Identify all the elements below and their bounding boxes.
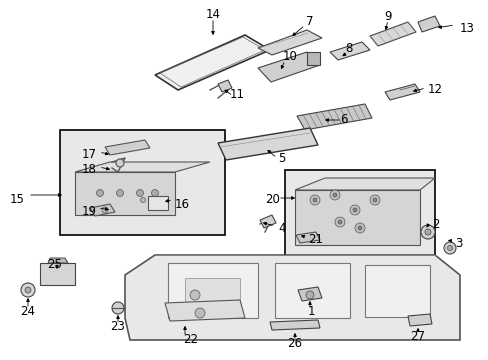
Polygon shape <box>407 314 431 326</box>
Bar <box>168 263 258 318</box>
Circle shape <box>372 198 376 202</box>
Circle shape <box>334 217 345 227</box>
Circle shape <box>21 283 35 297</box>
Text: 24: 24 <box>20 305 36 318</box>
Circle shape <box>190 290 200 300</box>
Circle shape <box>305 291 313 299</box>
Bar <box>274 263 349 318</box>
Circle shape <box>102 207 108 213</box>
Circle shape <box>443 242 455 254</box>
Polygon shape <box>260 215 275 228</box>
Circle shape <box>352 208 356 212</box>
Polygon shape <box>75 172 175 215</box>
Text: 9: 9 <box>384 10 391 23</box>
Bar <box>40 263 75 285</box>
Polygon shape <box>125 255 459 340</box>
Text: 12: 12 <box>427 83 442 96</box>
Polygon shape <box>48 258 68 263</box>
Text: 18: 18 <box>82 163 97 176</box>
Circle shape <box>420 225 434 239</box>
Text: 21: 21 <box>307 233 323 246</box>
Polygon shape <box>218 80 231 92</box>
Bar <box>285 170 434 260</box>
Circle shape <box>447 246 451 251</box>
Polygon shape <box>90 204 115 216</box>
Polygon shape <box>296 104 371 130</box>
Polygon shape <box>258 30 321 55</box>
Text: 1: 1 <box>307 305 315 318</box>
Text: 5: 5 <box>278 152 285 165</box>
Text: 27: 27 <box>409 330 425 343</box>
Text: 26: 26 <box>287 337 302 350</box>
Polygon shape <box>164 300 244 321</box>
Text: 11: 11 <box>229 88 244 101</box>
Circle shape <box>349 205 359 215</box>
Text: 23: 23 <box>110 320 125 333</box>
Circle shape <box>112 302 124 314</box>
Text: 4: 4 <box>278 222 285 235</box>
Text: 16: 16 <box>175 198 190 211</box>
Circle shape <box>337 220 341 224</box>
Circle shape <box>309 195 319 205</box>
Circle shape <box>96 189 103 197</box>
Text: 13: 13 <box>459 22 474 35</box>
Polygon shape <box>294 190 419 245</box>
Text: 20: 20 <box>264 193 280 206</box>
Text: 25: 25 <box>47 258 62 271</box>
Circle shape <box>195 308 204 318</box>
Text: 2: 2 <box>431 218 439 231</box>
Text: 22: 22 <box>183 333 198 346</box>
Circle shape <box>357 226 361 230</box>
Circle shape <box>116 189 123 197</box>
Polygon shape <box>218 128 317 160</box>
Polygon shape <box>294 178 434 190</box>
Polygon shape <box>155 35 269 90</box>
Polygon shape <box>369 22 415 46</box>
Circle shape <box>151 189 158 197</box>
Polygon shape <box>306 52 319 65</box>
Bar <box>148 196 168 210</box>
Bar <box>184 278 240 306</box>
Polygon shape <box>258 52 319 82</box>
Text: 19: 19 <box>82 205 97 218</box>
Circle shape <box>354 223 364 233</box>
Polygon shape <box>417 16 439 32</box>
Circle shape <box>332 193 336 197</box>
Polygon shape <box>105 140 150 155</box>
Circle shape <box>136 189 143 197</box>
Bar <box>364 265 429 317</box>
Text: 17: 17 <box>82 148 97 161</box>
Circle shape <box>116 159 124 167</box>
Polygon shape <box>329 42 369 60</box>
Polygon shape <box>295 232 319 243</box>
Text: 10: 10 <box>283 50 297 63</box>
Circle shape <box>369 195 379 205</box>
Text: 14: 14 <box>205 8 220 21</box>
Polygon shape <box>384 84 419 100</box>
Circle shape <box>424 229 430 235</box>
Text: 3: 3 <box>454 237 462 250</box>
Circle shape <box>312 198 316 202</box>
Polygon shape <box>297 287 321 301</box>
Text: 8: 8 <box>345 42 352 55</box>
Circle shape <box>25 287 31 293</box>
Text: 15: 15 <box>10 193 25 206</box>
Circle shape <box>329 190 339 200</box>
Text: 7: 7 <box>305 15 313 28</box>
Bar <box>60 130 224 235</box>
Circle shape <box>140 198 145 202</box>
Polygon shape <box>269 320 319 330</box>
Polygon shape <box>75 162 209 172</box>
Text: 6: 6 <box>339 113 347 126</box>
